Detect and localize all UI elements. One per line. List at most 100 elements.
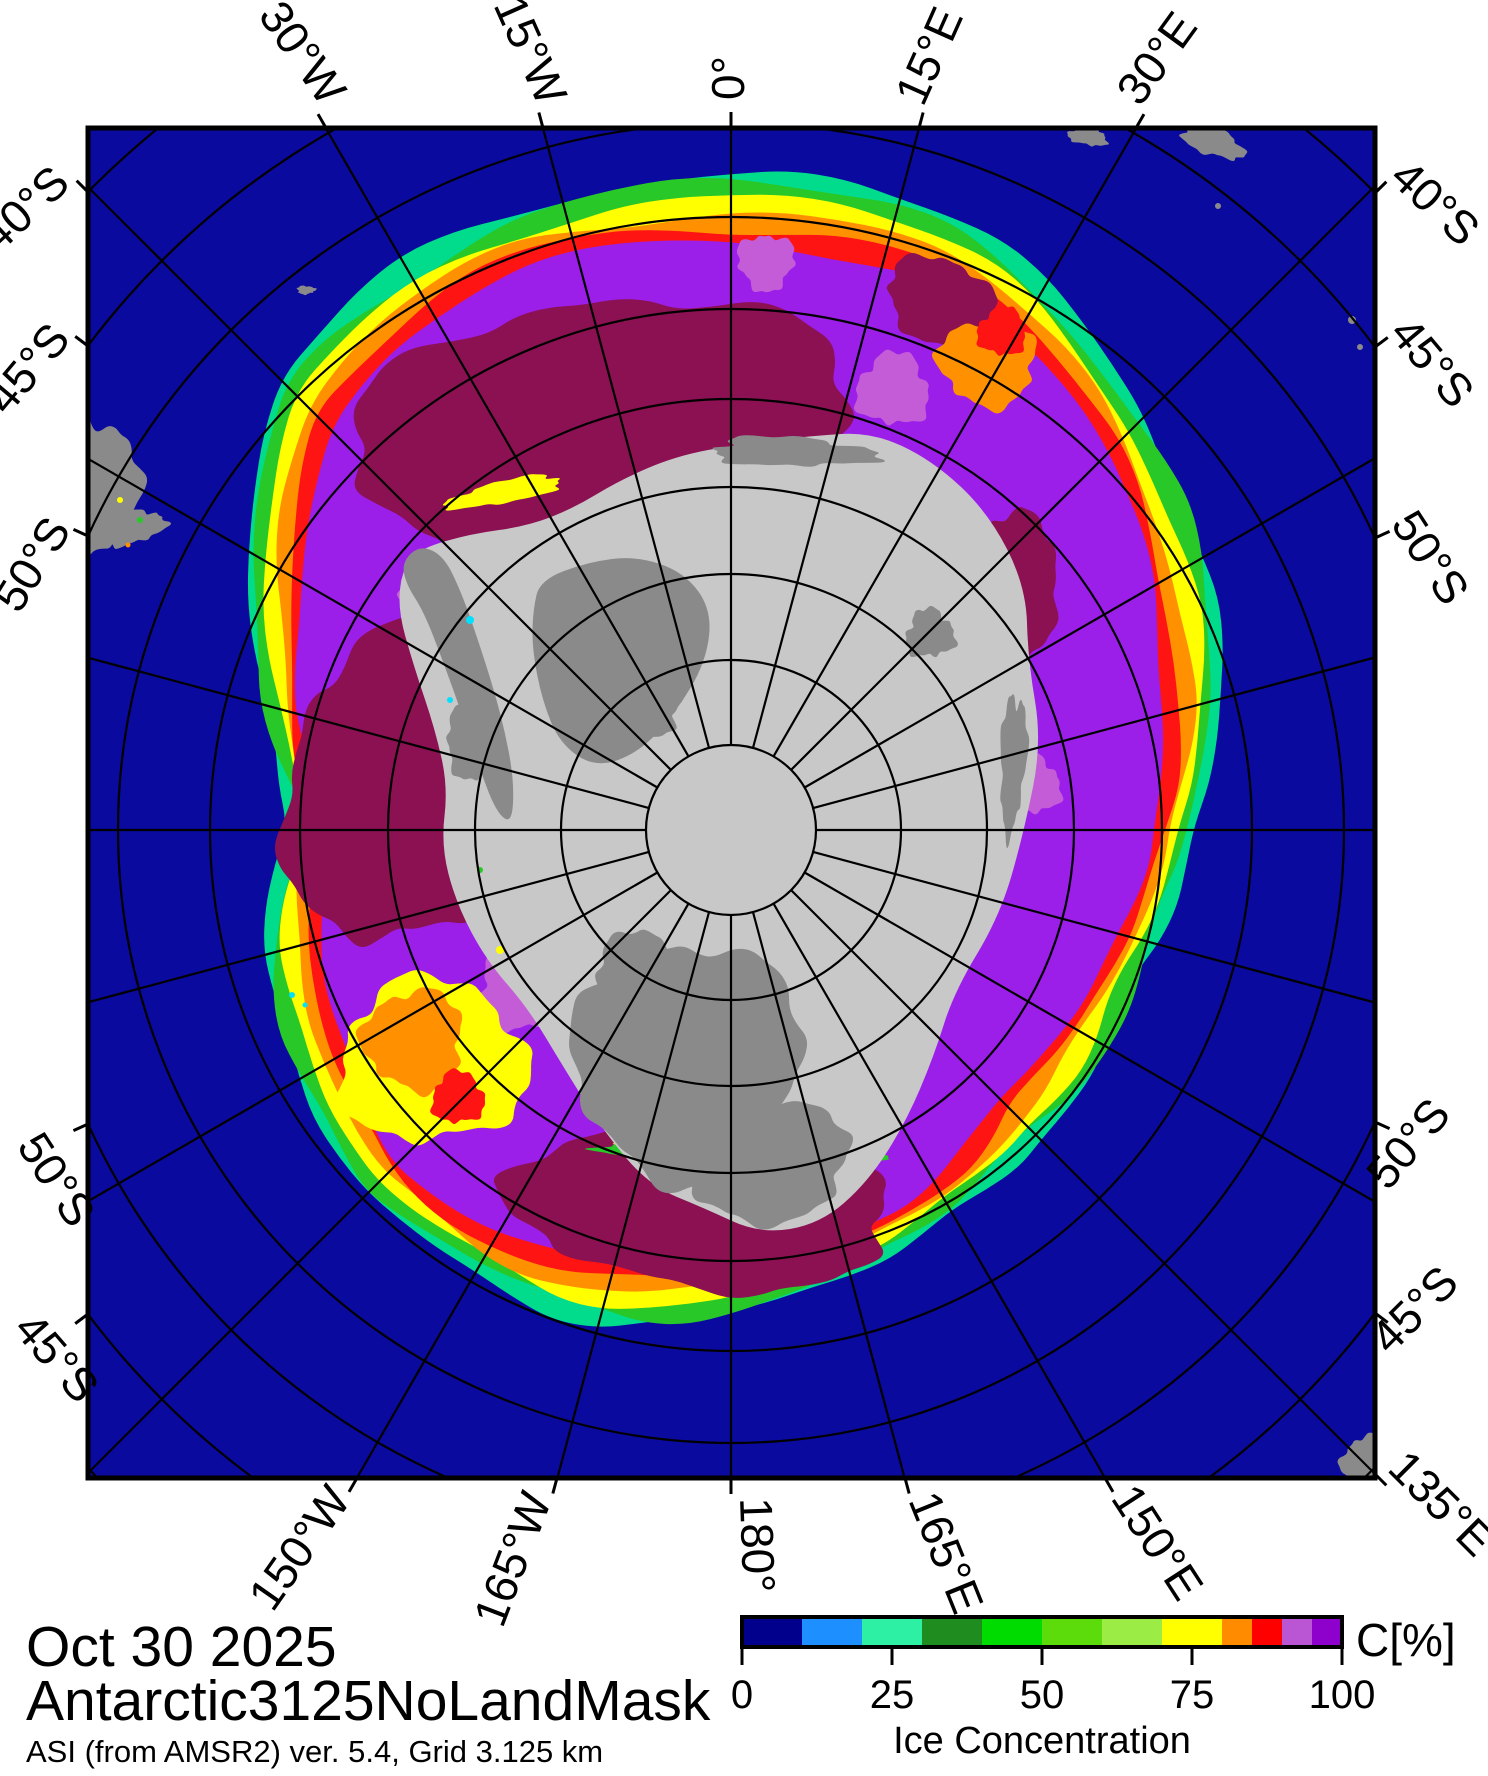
sea-ice-mid-patch [853,349,929,426]
graticule-tick [72,527,89,538]
map-title: Antarctic3125NoLandMask [26,1669,711,1733]
graticule-tick [1374,1311,1389,1324]
ocean-islet [1348,316,1356,324]
ice-speck [466,616,474,624]
meridian-line [88,889,672,1475]
meridian-line [88,871,658,1203]
interior-red-patch [430,1068,486,1125]
graticule-tick [74,1312,89,1325]
meridian-line [324,128,690,757]
meridian-line [812,656,1375,810]
meridian-line [804,456,1375,789]
colorbar-segment [1282,1617,1312,1647]
graticule-tick [316,113,328,129]
shaded-land-patch [712,435,885,467]
ice-speck [289,992,295,998]
graticule-tick [347,1477,359,1493]
meridian-line [790,184,1375,771]
ocean-island [296,285,317,296]
edge-label-bottom: 135°E [1379,1440,1488,1566]
edge-label-left: 40°S [0,155,79,261]
meridian-line [772,128,1138,757]
graticule-tick [74,335,89,348]
ocean-island [1179,128,1248,162]
graticule-tick [551,1477,559,1494]
colorbar-tick-label: 100 [1309,1673,1376,1717]
edge-label-left: 50°S [0,508,80,621]
colorbar-segment [862,1617,922,1647]
date-label: Oct 30 2025 [26,1615,337,1679]
shaded-land-patch [560,611,616,686]
ocean-island [1067,128,1109,147]
interior-orange-patch [355,987,463,1098]
colorbar-segment [802,1617,862,1647]
edge-label-right: 45°S [1380,307,1484,417]
shaded-land-patch [672,1101,854,1230]
edge-label-bottom: 180° [730,1497,785,1594]
footer-text-block: Oct 30 2025 Antarctic3125NoLandMask ASI … [26,1615,711,1769]
colorbar-unit-label: C[%] [1356,1614,1456,1666]
ice-speck [496,946,504,954]
colorbar-segment [742,1617,802,1647]
edge-label-top: 30°E [1106,2,1207,114]
meridian-line [790,889,1375,1476]
colorbar-segment [1252,1617,1282,1647]
edge-label-top: 15°E [885,0,973,112]
graticule-tick [903,1477,911,1494]
meridian-line [751,911,906,1478]
graticule-tick [1134,113,1146,129]
ocean-islet [1357,344,1363,350]
edge-label-top: 30°W [249,0,357,114]
ice-speck [125,542,131,548]
meridian-line [772,903,1107,1478]
graticule-tick [1374,1120,1391,1130]
colorbar-segment [1222,1617,1252,1647]
ice-speck [302,1002,308,1008]
colorbar-tick-label: 0 [731,1673,753,1717]
colorbar-tick-label: 50 [1020,1673,1065,1717]
meridian-line [812,850,1375,1004]
sea-ice-mid-patch [736,235,796,293]
ice-speck [447,697,453,703]
edge-label-right: 50°S [1382,501,1480,613]
graticule-tick [1374,530,1391,540]
colorbar-segment [1042,1617,1102,1647]
edge-label-bottom: 165°W [463,1484,561,1633]
edge-label-bottom: 165°E [899,1484,994,1620]
edge-label-bottom: 150°W [238,1475,360,1619]
colorbar: 0 25 50 75 100 C[%] Ice Concentration [731,1614,1456,1762]
meridian-line [541,128,711,749]
ocean-island [103,509,171,549]
meridian-line [556,911,711,1478]
ice-speck [117,497,123,503]
colorbar-tick-label: 25 [870,1673,915,1717]
colorbar-segment [922,1617,982,1647]
edge-label-right: 40°S [1381,149,1488,255]
graticule-tick [1373,180,1388,195]
source-version-label: ASI (from AMSR2) ver. 5.4, Grid 3.125 km [26,1734,603,1769]
colorbar-segment [1102,1617,1162,1647]
graticule-tick [1374,336,1389,349]
meridian-line [751,128,921,749]
shaded-land-patch [605,674,683,741]
colorbar-segment [1312,1617,1342,1647]
graticule-tick [917,112,925,129]
shaded-land-patch [905,605,958,658]
graticule-tick [75,179,90,194]
colorbar-segment [982,1617,1042,1647]
edge-label-top: 15°W [484,0,578,113]
ocean-islet [1215,203,1221,209]
colorbar-border [740,1615,1344,1649]
colorbar-tick-label: 75 [1170,1673,1215,1717]
shaded-land-patch [1000,694,1030,849]
edge-label-left: 45°S [0,313,80,423]
sea-ice-high-concentration-patch [886,252,998,347]
meridian-line [88,185,672,771]
meridian-line [804,871,1375,1204]
edge-label-bottom: 150°E [1102,1475,1214,1609]
